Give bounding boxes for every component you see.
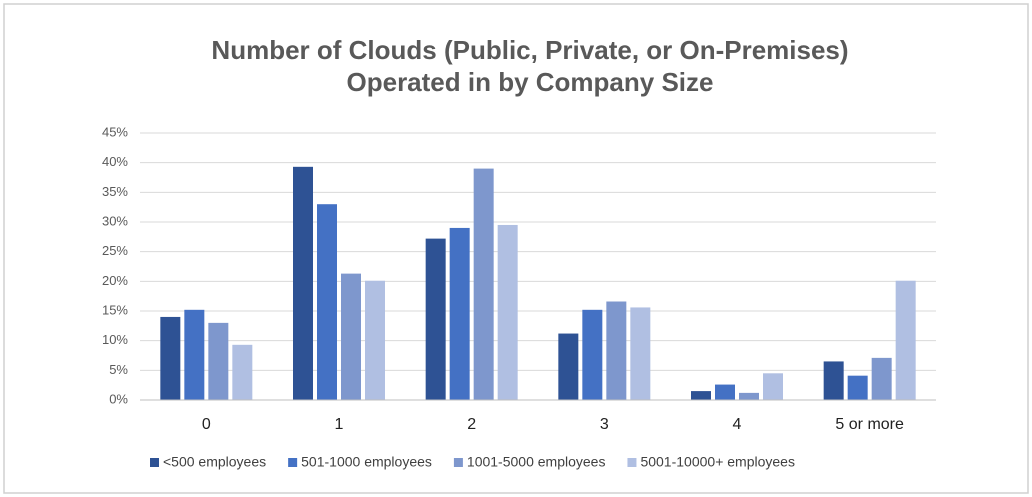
bar xyxy=(895,280,916,400)
bar xyxy=(558,333,579,400)
y-tick-label: 40% xyxy=(102,154,128,169)
bar xyxy=(341,273,361,400)
y-tick-label: 25% xyxy=(102,243,128,258)
bar xyxy=(365,280,385,400)
legend-swatch xyxy=(288,458,298,467)
legend-label: 501-1000 employees xyxy=(301,454,432,470)
x-tick-label: 5 or more xyxy=(835,416,904,433)
bar xyxy=(184,309,205,400)
legend-swatch xyxy=(453,458,463,467)
bar xyxy=(630,307,651,400)
bar xyxy=(823,361,844,400)
bar xyxy=(317,204,337,400)
y-tick-label: 5% xyxy=(109,362,128,377)
y-tick-label: 15% xyxy=(102,302,128,317)
bar xyxy=(449,227,470,400)
y-tick-label: 45% xyxy=(102,124,128,139)
y-tick-label: 20% xyxy=(102,273,128,288)
bar xyxy=(497,224,518,400)
bar xyxy=(582,309,603,400)
bar xyxy=(763,373,783,400)
bar xyxy=(871,357,892,400)
legend-label: <500 employees xyxy=(163,454,266,470)
x-tick-label: 2 xyxy=(467,416,476,433)
y-tick-label: 0% xyxy=(109,391,128,406)
x-tick-label: 3 xyxy=(600,416,609,433)
legend-swatch xyxy=(150,458,159,467)
legend-label: 5001-10000+ employees xyxy=(640,454,795,470)
chart-title: Number of Clouds (Public, Private, or On… xyxy=(211,35,848,65)
y-tick-label: 35% xyxy=(102,184,128,199)
bar xyxy=(715,384,735,400)
x-tick-label: 4 xyxy=(733,416,742,433)
chart-title: Operated in by Company Size xyxy=(347,67,714,97)
legend-swatch xyxy=(627,458,637,467)
bar xyxy=(473,168,494,400)
x-tick-label: 0 xyxy=(202,416,211,433)
x-tick-label: 1 xyxy=(335,416,344,433)
y-tick-label: 10% xyxy=(102,332,128,347)
y-tick-label: 30% xyxy=(102,213,128,228)
bar xyxy=(160,316,181,400)
bar xyxy=(847,375,868,400)
bar xyxy=(425,238,446,400)
bar xyxy=(691,391,711,400)
bar xyxy=(232,344,253,400)
bar xyxy=(293,166,313,400)
bar xyxy=(606,301,627,400)
bar xyxy=(208,322,229,400)
legend-label: 1001-5000 employees xyxy=(467,454,606,470)
bar xyxy=(739,392,759,400)
